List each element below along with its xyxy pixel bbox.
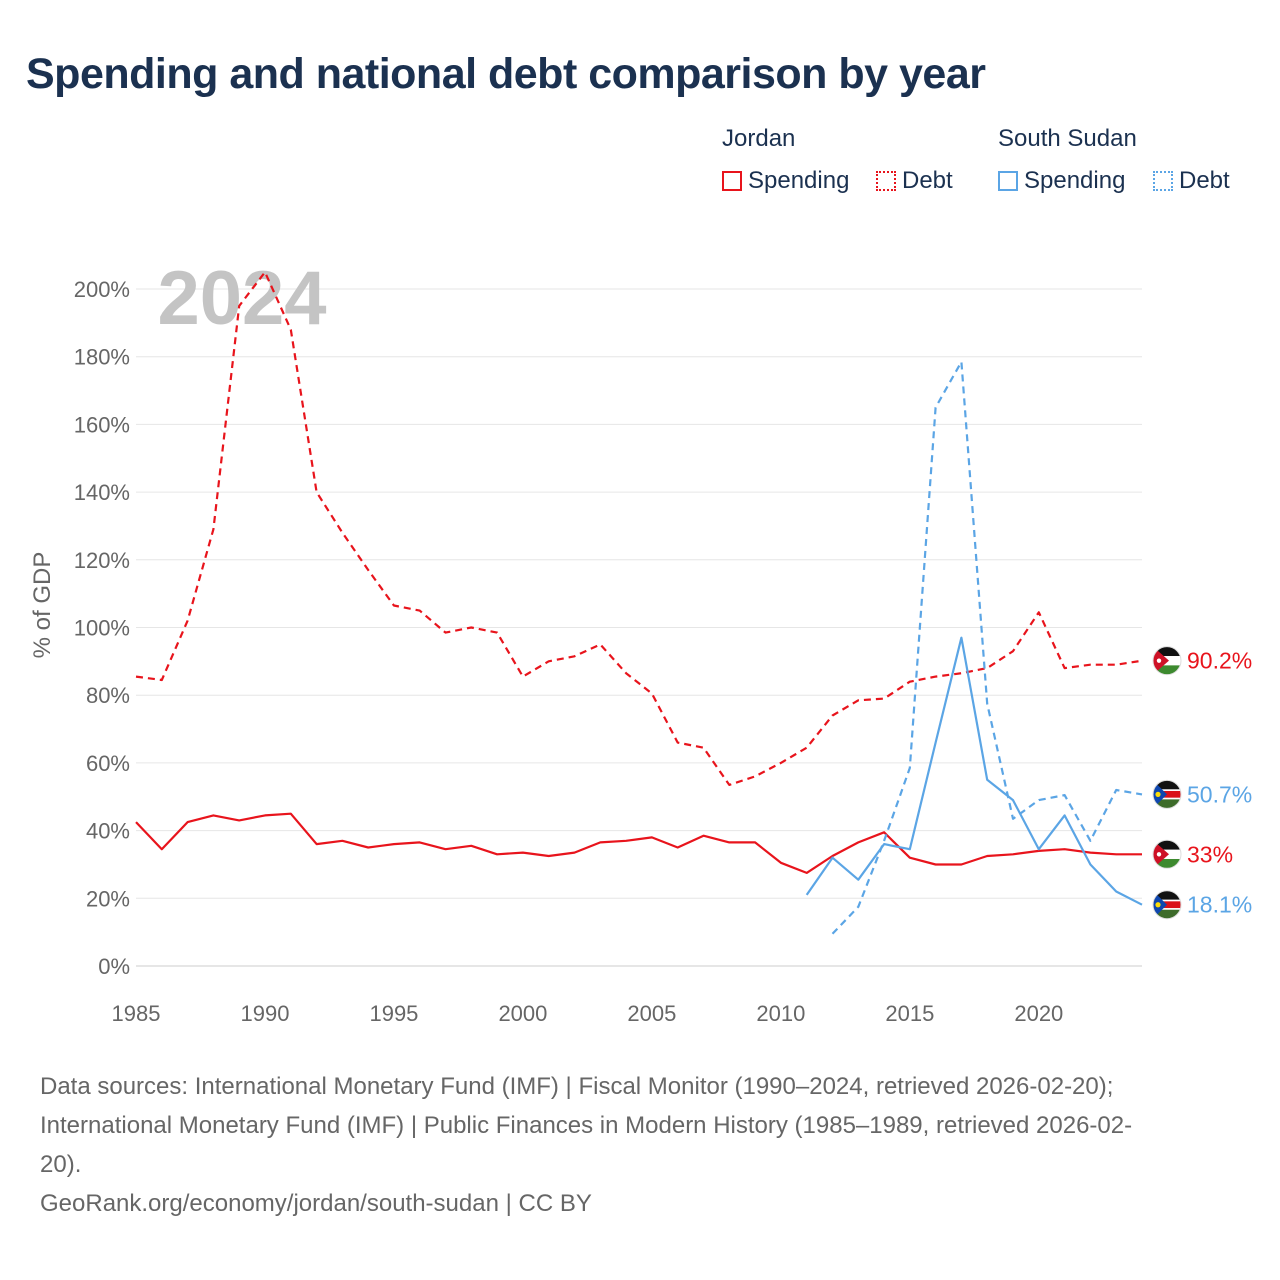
x-tick-label: 2020 xyxy=(1014,1001,1063,1026)
x-tick-label: 1990 xyxy=(240,1001,289,1026)
y-tick-label: 160% xyxy=(74,412,130,437)
y-tick-label: 140% xyxy=(74,480,130,505)
y-axis-title: % of GDP xyxy=(29,552,56,659)
legend-south-sudan-spending[interactable]: Spending xyxy=(998,167,1125,195)
end-value-label: 18.1% xyxy=(1187,892,1252,918)
flag-jordan-icon xyxy=(1152,646,1182,676)
x-tick-label: 2000 xyxy=(498,1001,547,1026)
legend-jordan-debt[interactable]: Debt xyxy=(876,167,953,195)
series-south-sudan-spending[interactable] xyxy=(805,636,1143,906)
legend-swatch-dotted xyxy=(1153,171,1173,191)
series-south-sudan-debt[interactable] xyxy=(831,360,1143,935)
legend-label: Spending xyxy=(748,167,850,194)
x-tick-label: 1985 xyxy=(112,1001,161,1026)
end-value-label: 90.2% xyxy=(1187,648,1252,674)
legend-swatch-dotted xyxy=(876,171,896,191)
flag-jordan-icon xyxy=(1152,839,1182,869)
end-value-label: 33% xyxy=(1187,841,1233,867)
legend-jordan-spending[interactable]: Spending xyxy=(722,167,849,195)
y-tick-label: 40% xyxy=(86,819,130,844)
year-watermark: 2024 xyxy=(157,256,326,341)
y-tick-label: 100% xyxy=(74,616,130,641)
legend-label: Debt xyxy=(1179,167,1230,194)
y-tick-label: 200% xyxy=(74,277,130,302)
legend-label: Spending xyxy=(1024,167,1126,194)
y-tick-label: 60% xyxy=(86,751,130,776)
gridlines xyxy=(136,288,1142,967)
y-tick-label: 120% xyxy=(74,548,130,573)
x-tick-label: 2015 xyxy=(885,1001,934,1026)
sources-line-3: 20). xyxy=(40,1151,82,1178)
credit-link[interactable]: GeoRank.org/economy/jordan/south-sudan |… xyxy=(40,1190,592,1217)
y-tick-label: 180% xyxy=(74,345,130,370)
x-tick-label: 1995 xyxy=(369,1001,418,1026)
x-tick-label: 2005 xyxy=(627,1001,676,1026)
data-sources: Data sources: International Monetary Fun… xyxy=(40,1067,1240,1223)
y-tick-label: 20% xyxy=(86,886,130,911)
sources-line-1: Data sources: International Monetary Fun… xyxy=(40,1073,1114,1100)
y-axis-labels: 0% 20% 40% 60% 80% 100% 120% 140% 160% 180% 200% xyxy=(74,277,130,979)
flag-south-sudan-icon xyxy=(1152,890,1182,920)
legend-swatch-solid xyxy=(998,171,1018,191)
line-chart: 2024 0% 20% 40% 60% 80% 100% 120% 140% 160% 180% 2… xyxy=(29,256,1252,1026)
legend-group-south-sudan: South Sudan xyxy=(998,125,1137,152)
end-labels: 90.2% 50.7% 33% 18.1% xyxy=(1152,646,1252,920)
flag-south-sudan-icon xyxy=(1152,779,1182,809)
legend-south-sudan-debt[interactable]: Debt xyxy=(1153,167,1230,195)
legend-group-jordan: Jordan xyxy=(722,125,796,152)
y-tick-label: 0% xyxy=(98,954,130,979)
x-tick-label: 2010 xyxy=(756,1001,805,1026)
series-jordan-spending[interactable] xyxy=(135,812,1142,874)
legend-label: Debt xyxy=(902,167,953,194)
end-value-label: 50.7% xyxy=(1187,781,1252,807)
y-tick-label: 80% xyxy=(86,683,130,708)
series-lines xyxy=(135,271,1143,935)
x-axis-labels: 1985 1990 1995 2000 2005 2010 2015 2020 xyxy=(112,1001,1064,1026)
sources-line-2: International Monetary Fund (IMF) | Publ… xyxy=(40,1112,1133,1139)
chart-title: Spending and national debt comparison by… xyxy=(26,50,986,98)
series-jordan-debt[interactable] xyxy=(135,271,1143,786)
legend-swatch-solid xyxy=(722,171,742,191)
